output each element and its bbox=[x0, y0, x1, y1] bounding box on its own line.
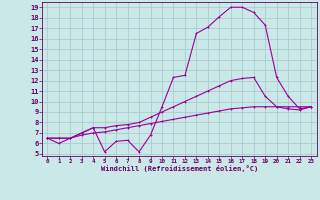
X-axis label: Windchill (Refroidissement éolien,°C): Windchill (Refroidissement éolien,°C) bbox=[100, 165, 258, 172]
